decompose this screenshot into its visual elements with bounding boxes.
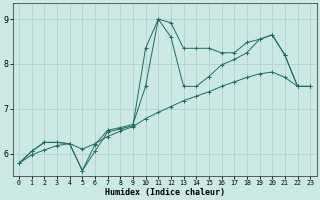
X-axis label: Humidex (Indice chaleur): Humidex (Indice chaleur) — [105, 188, 225, 197]
